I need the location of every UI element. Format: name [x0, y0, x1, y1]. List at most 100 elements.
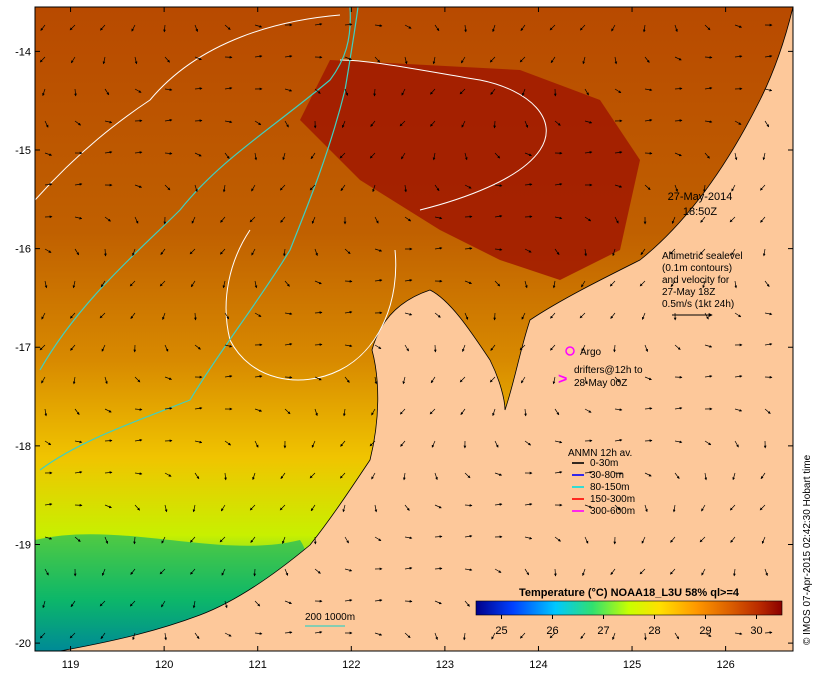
velocity-arrow	[674, 344, 681, 350]
velocity-arrow	[674, 440, 683, 444]
velocity-arrow	[404, 278, 413, 282]
velocity-arrow	[644, 56, 650, 63]
velocity-arrow	[314, 248, 318, 257]
velocity-arrow	[434, 246, 443, 250]
anmn-legend-label: 300-600m	[590, 506, 635, 517]
velocity-arrow	[464, 534, 473, 538]
velocity-arrow	[164, 184, 171, 191]
velocity-arrow	[644, 118, 653, 122]
velocity-arrow	[340, 184, 346, 192]
isobath-1000m	[39, 7, 351, 371]
velocity-arrow	[610, 568, 616, 575]
velocity-arrow	[134, 88, 142, 93]
velocity-arrow	[670, 536, 676, 543]
x-tick-label: 121	[249, 659, 267, 671]
x-tick-label: 119	[62, 659, 80, 671]
velocity-arrow	[732, 472, 736, 481]
velocity-arrow	[764, 408, 771, 414]
velocity-arrow	[254, 375, 263, 378]
velocity-arrow	[344, 376, 350, 383]
velocity-arrow	[674, 184, 678, 193]
velocity-arrow	[704, 86, 713, 90]
velocity-arrow	[582, 568, 586, 577]
velocity-arrow	[764, 280, 770, 287]
velocity-arrow	[764, 54, 773, 58]
velocity-arrow	[524, 536, 533, 540]
velocity-arrow	[284, 280, 290, 287]
velocity-arrow	[280, 472, 286, 480]
velocity-arrow	[251, 184, 256, 192]
velocity-arrow	[159, 568, 166, 575]
velocity-arrow	[344, 310, 353, 314]
velocity-arrow	[670, 568, 676, 575]
velocity-arrow	[554, 182, 563, 186]
altimetry-line-3: and velocity for	[662, 275, 730, 286]
velocity-arrow	[610, 312, 616, 319]
colorbar-tick-label: 30	[750, 625, 762, 637]
velocity-arrow	[729, 504, 736, 511]
velocity-arrow	[344, 598, 353, 602]
velocity-arrow	[519, 344, 526, 351]
velocity-arrow	[434, 567, 443, 570]
velocity-arrow	[404, 344, 409, 352]
velocity-arrow	[374, 344, 382, 349]
velocity-arrow	[640, 248, 646, 256]
velocity-arrow	[193, 312, 197, 321]
velocity-arrow	[44, 280, 48, 289]
velocity-arrow	[369, 152, 376, 159]
velocity-arrow	[674, 24, 678, 33]
velocity-arrow	[494, 568, 502, 573]
velocity-arrow	[404, 184, 407, 193]
velocity-arrow	[434, 535, 443, 539]
velocity-arrow	[134, 184, 143, 188]
velocity-arrow	[549, 632, 556, 639]
velocity-arrow	[342, 504, 346, 513]
velocity-arrow	[614, 151, 623, 154]
velocity-arrow	[554, 248, 560, 256]
velocity-arrow	[669, 248, 676, 255]
velocity-arrow	[42, 600, 46, 609]
velocity-arrow	[670, 280, 676, 288]
velocity-arrow	[99, 312, 106, 319]
velocity-arrow	[374, 632, 383, 636]
velocity-arrow	[372, 184, 376, 193]
velocity-arrow	[44, 248, 52, 253]
velocity-arrow	[163, 24, 166, 33]
velocity-arrow	[194, 344, 201, 350]
velocity-arrow	[639, 280, 646, 287]
velocity-arrow	[434, 24, 440, 32]
velocity-arrow	[44, 440, 52, 446]
velocity-arrow	[524, 440, 532, 446]
velocity-arrow	[164, 376, 173, 380]
velocity-arrow	[734, 280, 738, 289]
argo-label: Argo	[580, 347, 602, 358]
velocity-arrow	[314, 311, 323, 314]
velocity-arrow	[373, 88, 376, 97]
velocity-arrow	[614, 56, 618, 65]
velocity-arrow	[69, 632, 76, 639]
velocity-arrow	[614, 184, 623, 188]
velocity-arrow	[404, 24, 412, 29]
velocity-arrow	[434, 472, 438, 481]
velocity-arrow	[44, 502, 53, 506]
velocity-arrow	[161, 536, 166, 544]
velocity-arrow	[494, 503, 503, 506]
velocity-arrow	[164, 472, 172, 477]
velocity-arrow	[764, 312, 773, 316]
velocity-arrow	[402, 376, 406, 385]
velocity-arrow	[134, 151, 143, 154]
anmn-legend-label: 150-300m	[590, 494, 635, 505]
velocity-arrow	[584, 408, 592, 413]
anmn-legend-label: 30-80m	[590, 470, 624, 481]
velocity-arrow	[101, 344, 106, 352]
velocity-arrow	[254, 280, 258, 289]
velocity-arrow	[164, 407, 173, 410]
velocity-arrow	[461, 56, 466, 64]
velocity-arrow	[729, 216, 736, 223]
velocity-arrow	[134, 504, 140, 511]
velocity-arrow	[104, 120, 113, 124]
velocity-arrow	[430, 376, 436, 384]
velocity-arrow	[194, 56, 202, 61]
velocity-arrow	[674, 152, 682, 157]
